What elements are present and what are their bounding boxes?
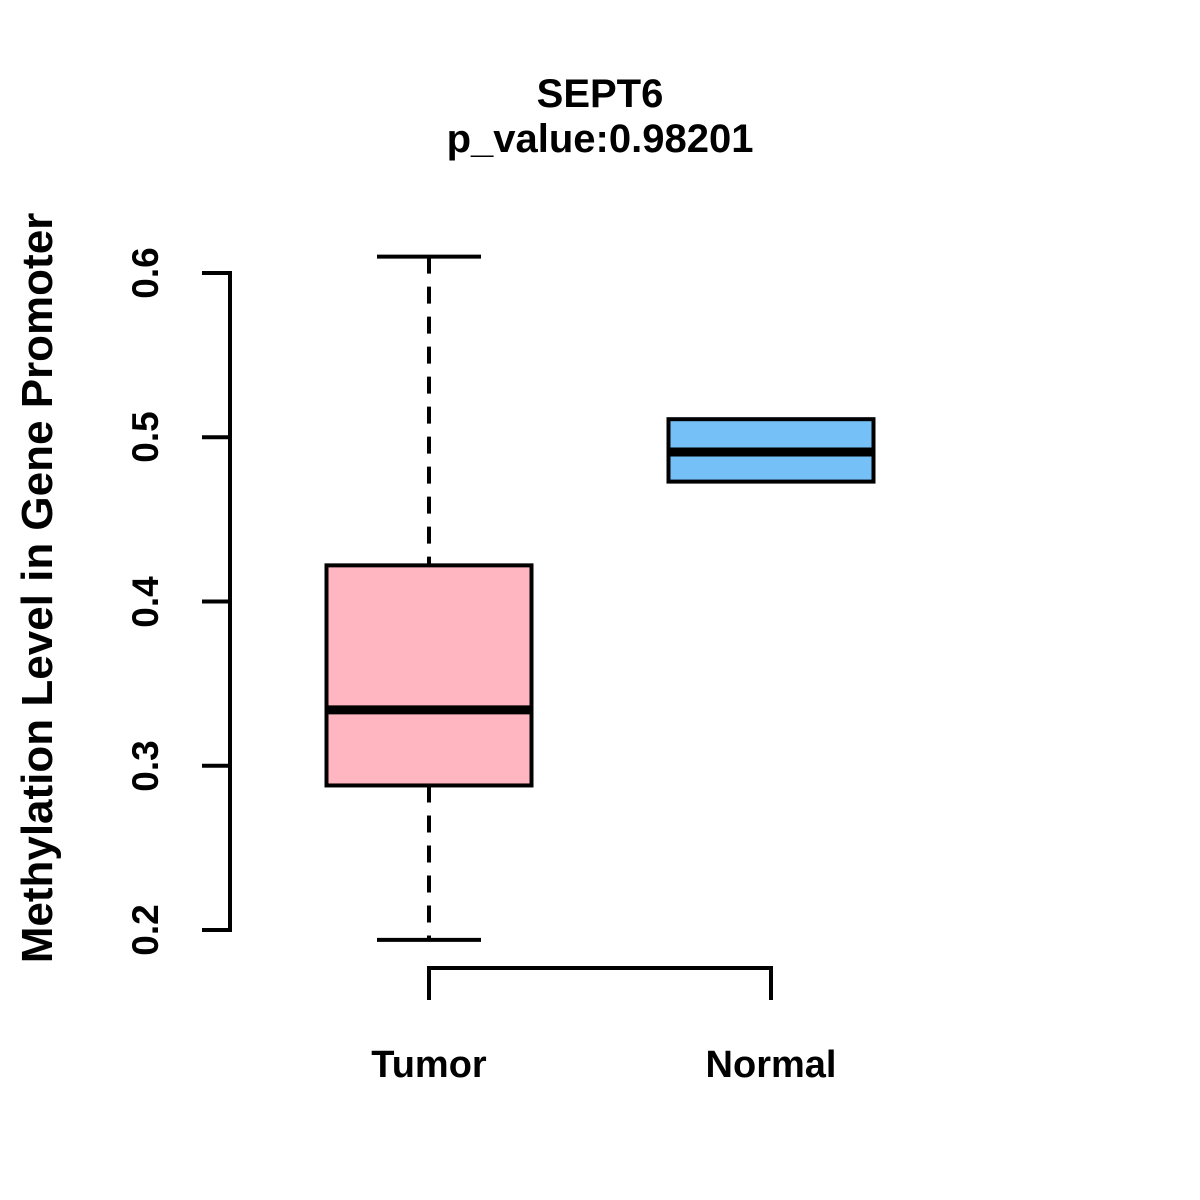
chart-subtitle-pvalue: p_value:0.98201 — [446, 117, 754, 161]
chart-title: SEPT6 — [536, 72, 664, 116]
x-axis-bracket — [427, 966, 773, 1000]
y-tick-label: 0.2 — [125, 904, 166, 956]
y-tick-label: 0.4 — [125, 575, 166, 628]
y-tick-label: 0.3 — [125, 740, 166, 792]
y-tick-label: 0.5 — [125, 411, 166, 463]
x-category-label-normal: Normal — [705, 1044, 837, 1086]
box-tumor — [324, 563, 534, 788]
y-tick-label: 0.6 — [125, 247, 166, 299]
chart-title-block: SEPT6 p_value:0.98201 — [447, 72, 754, 162]
x-category-label-tumor: Tumor — [371, 1044, 487, 1086]
